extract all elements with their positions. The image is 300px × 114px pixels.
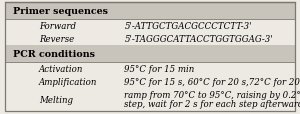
Text: Melting: Melting xyxy=(39,95,73,104)
Text: 95°C for 15 s, 60°C for 20 s,72°C for 20 s: 95°C for 15 s, 60°C for 20 s,72°C for 20… xyxy=(124,77,300,86)
Text: 95°C for 15 min: 95°C for 15 min xyxy=(124,64,195,73)
Text: Reverse: Reverse xyxy=(39,35,74,44)
Text: 5'-ATTGCTGACGCCCTCTT-3': 5'-ATTGCTGACGCCCTCTT-3' xyxy=(124,22,252,31)
Text: ramp from 70°C to 95°C, raising by 0.2°C each: ramp from 70°C to 95°C, raising by 0.2°C… xyxy=(124,90,300,99)
Bar xyxy=(5,3,295,20)
Text: step, wait for 2 s for each step afterwards: step, wait for 2 s for each step afterwa… xyxy=(124,99,300,108)
Text: Primer sequences: Primer sequences xyxy=(13,7,108,16)
Text: Forward: Forward xyxy=(39,22,76,31)
Text: PCR conditions: PCR conditions xyxy=(13,49,95,58)
Text: Activation: Activation xyxy=(39,64,83,73)
Text: Amplification: Amplification xyxy=(39,77,98,86)
Text: 5'-TAGGGCATTACCTGGTGGAG-3': 5'-TAGGGCATTACCTGGTGGAG-3' xyxy=(124,35,273,44)
Bar xyxy=(5,46,295,62)
